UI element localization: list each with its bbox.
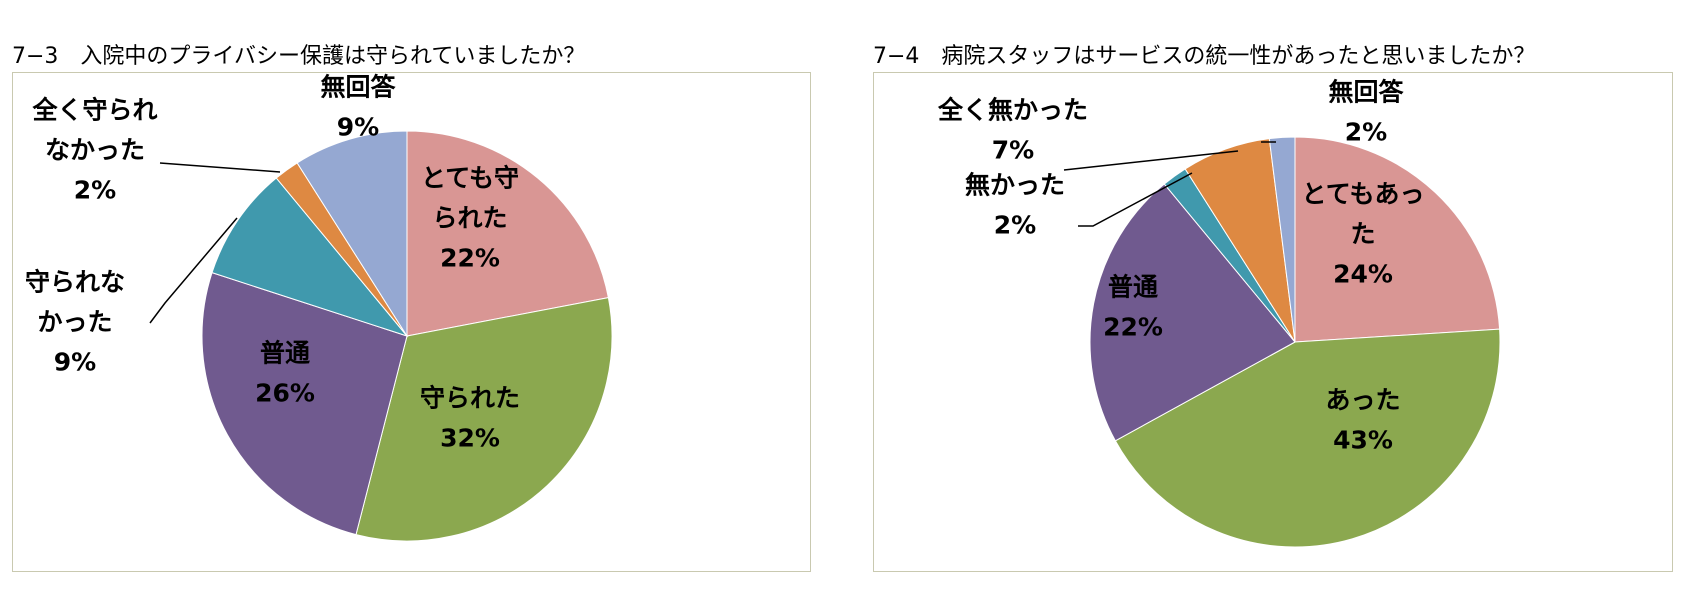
data-label: 全く守られなかった 2% [31, 96, 157, 205]
data-label-line: 全く無かった [937, 96, 1088, 125]
data-label-line: 22% [440, 244, 500, 273]
data-label: とてもあった 24% [1301, 180, 1424, 289]
data-label-line: とてもあっ [1301, 180, 1424, 209]
leader-line [1078, 172, 1193, 227]
data-label-line: なかった [45, 136, 145, 165]
data-label-line: 24% [1333, 260, 1393, 289]
data-label: 普通 26% [255, 339, 315, 408]
pie-slice [355, 297, 613, 542]
data-label-line: 無回答 [320, 73, 396, 102]
leader-line [149, 217, 238, 324]
chart-panel-service-consistency: 7−4 病院スタッフはサービスの統一性があったと思いましたか？ とてもあった 24… [843, 0, 1686, 592]
data-label: 無かった 2% [965, 171, 1065, 240]
data-label-line: 2% [994, 211, 1036, 240]
chart-title: 7−3 入院中のプライバシー保護は守られていましたか？ [12, 44, 586, 69]
data-label-line: 7% [992, 136, 1034, 165]
data-label-line: 全く守られ [31, 96, 157, 125]
pie-slice [1294, 136, 1501, 343]
data-label-line: 普通 [1108, 273, 1158, 302]
data-label-line: 無かった [965, 171, 1065, 200]
data-label-line: 無回答 [1328, 78, 1404, 107]
data-label-line: た [1350, 220, 1375, 249]
data-label-line: 2% [74, 176, 116, 205]
data-label: とても守られた 22% [421, 164, 519, 273]
pie-slice [1268, 136, 1296, 343]
pie-slice [1089, 183, 1296, 442]
data-label-line: 普通 [260, 339, 310, 368]
data-label-line: 守られた [420, 384, 520, 413]
data-label: 全く無かった 7% [937, 96, 1088, 165]
data-label: あった 43% [1325, 386, 1400, 455]
data-label: 守られなかった 9% [25, 268, 125, 377]
data-label-line: 32% [440, 424, 500, 453]
leader-line [1063, 150, 1239, 171]
pie-slice [406, 130, 609, 337]
pie-slice [1114, 328, 1501, 548]
pie-slice [211, 177, 409, 338]
data-label: 無回答 9% [320, 73, 396, 142]
data-label-line: とても守 [421, 164, 519, 193]
data-label-line: あった [1325, 386, 1400, 415]
data-label-line: 43% [1333, 426, 1393, 455]
chart-title: 7−4 病院スタッフはサービスの統一性があったと思いましたか？ [873, 44, 1536, 69]
leader-line [159, 162, 281, 173]
chart-panel-privacy: 7−3 入院中のプライバシー保護は守られていましたか？ とても守られた 22% 守ら… [12, 44, 811, 572]
data-label: 無回答 2% [1328, 78, 1404, 147]
pie-slice [201, 272, 408, 536]
data-label-line: かった [37, 308, 112, 337]
data-label: 普通 22% [1103, 273, 1163, 342]
data-label-line: られた [432, 204, 507, 233]
pie-chart: とてもあった 24% あった 43% 普通 22% 無かった 2% 全く無かった 7% 無回答 2% [937, 78, 1501, 548]
pie-chart: とても守られた 22% 守られた 32% 普通 26% 守られなかった 9% 全く守られなかった… [25, 73, 613, 542]
data-label-line: 9% [54, 348, 96, 377]
data-label: 守られた 32% [420, 384, 520, 453]
data-label-line: 2% [1345, 118, 1387, 147]
data-label-line: 9% [337, 113, 379, 142]
data-label-line: 22% [1103, 313, 1163, 342]
data-label-line: 26% [255, 379, 315, 408]
data-label-line: 守られな [25, 268, 125, 297]
pie-slice [296, 130, 408, 338]
